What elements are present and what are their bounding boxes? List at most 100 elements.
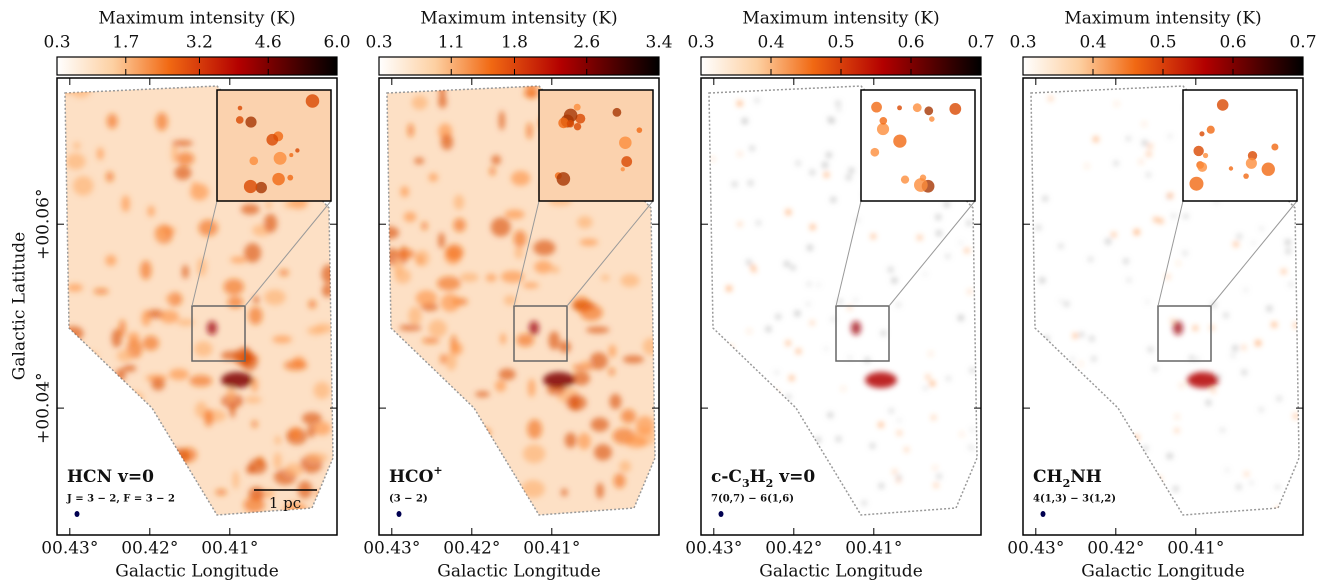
blob xyxy=(498,368,516,381)
inset-feature xyxy=(636,127,643,133)
blob xyxy=(608,367,615,376)
blob xyxy=(181,264,189,279)
speck xyxy=(780,421,784,425)
blob xyxy=(243,497,265,513)
blob xyxy=(527,378,536,398)
speck xyxy=(1115,102,1118,106)
speck xyxy=(786,409,792,414)
speck xyxy=(831,318,835,321)
molecule-part: HCO xyxy=(389,467,434,487)
blob xyxy=(141,310,152,327)
blob xyxy=(248,458,267,474)
speck xyxy=(786,209,791,215)
blob xyxy=(489,166,496,176)
speck xyxy=(926,375,930,379)
speck xyxy=(1089,336,1094,341)
colorbar-tick-label: 0.7 xyxy=(1289,33,1316,53)
plot-frame xyxy=(1022,77,1304,536)
blob xyxy=(116,349,133,362)
blob xyxy=(491,154,501,165)
blob xyxy=(399,324,422,331)
speck xyxy=(746,260,751,265)
beam xyxy=(1040,511,1046,517)
x-tick-label: 00.43° xyxy=(685,539,742,559)
blob xyxy=(608,344,617,358)
peak xyxy=(529,321,539,335)
peak xyxy=(221,372,253,388)
speck xyxy=(831,197,836,202)
speck xyxy=(810,321,814,325)
inset-feature xyxy=(266,133,279,146)
inset-feature xyxy=(879,116,888,125)
speck xyxy=(824,172,829,177)
speck xyxy=(810,170,815,175)
blob xyxy=(65,403,83,420)
blob xyxy=(266,489,275,498)
speck xyxy=(1080,453,1083,456)
x-tick-label: 00.41° xyxy=(845,539,902,559)
molecule-part: v=0 xyxy=(773,467,815,487)
speck xyxy=(1043,455,1048,460)
speck xyxy=(1093,137,1099,142)
speck xyxy=(750,146,755,151)
blob xyxy=(284,463,304,477)
blob xyxy=(476,448,483,455)
blob xyxy=(577,432,591,450)
colorbar-tick-label: 0.3 xyxy=(365,33,392,53)
blob xyxy=(522,282,539,289)
blob xyxy=(65,326,84,341)
speck xyxy=(934,483,938,487)
blob xyxy=(195,401,208,419)
blob xyxy=(620,274,640,288)
transition-label: (3 − 2) xyxy=(389,494,428,505)
colorbar-tick-label: 0.3 xyxy=(687,33,714,53)
blob xyxy=(579,238,599,246)
colorbar-tick-label: 4.6 xyxy=(255,33,282,53)
blob xyxy=(498,110,505,131)
speck xyxy=(1180,384,1183,387)
inset-connector xyxy=(835,200,862,307)
blob xyxy=(264,289,286,306)
speck xyxy=(1134,229,1140,235)
blob xyxy=(453,194,465,210)
molecule-label: c-C3H2 v=0 xyxy=(711,467,815,490)
blob xyxy=(409,422,423,432)
blob xyxy=(516,333,535,347)
blob xyxy=(274,435,282,445)
speck xyxy=(737,101,743,106)
speck xyxy=(932,415,936,420)
inset-feature xyxy=(924,106,934,116)
speck xyxy=(946,254,950,258)
speck xyxy=(796,349,801,354)
blob xyxy=(106,113,118,129)
inset-feature xyxy=(876,123,890,136)
blob xyxy=(84,351,98,364)
speck xyxy=(936,214,941,220)
speck xyxy=(1196,358,1199,361)
x-tick-label: 00.41° xyxy=(523,539,580,559)
blob xyxy=(527,419,543,439)
speck xyxy=(1281,269,1286,274)
blob xyxy=(500,333,507,345)
speck xyxy=(782,445,786,450)
speck xyxy=(1171,319,1174,323)
x-tick-label: 00.41° xyxy=(1167,539,1224,559)
molecule-part: HCN v=0 xyxy=(67,467,154,487)
inset-connector xyxy=(888,200,976,307)
speck xyxy=(738,222,742,226)
speck xyxy=(1126,137,1131,141)
peak xyxy=(1187,372,1219,388)
blob xyxy=(140,507,148,515)
blob xyxy=(500,270,525,283)
speck xyxy=(971,447,975,450)
speck xyxy=(1064,301,1069,306)
blob xyxy=(169,448,190,465)
blob xyxy=(593,444,612,461)
x-axis-label: Galactic Longitude xyxy=(115,562,279,582)
blob xyxy=(439,353,448,365)
speck xyxy=(1147,152,1151,156)
blob xyxy=(252,295,260,304)
blob xyxy=(151,377,165,391)
speck xyxy=(748,180,753,186)
blob xyxy=(241,346,251,366)
